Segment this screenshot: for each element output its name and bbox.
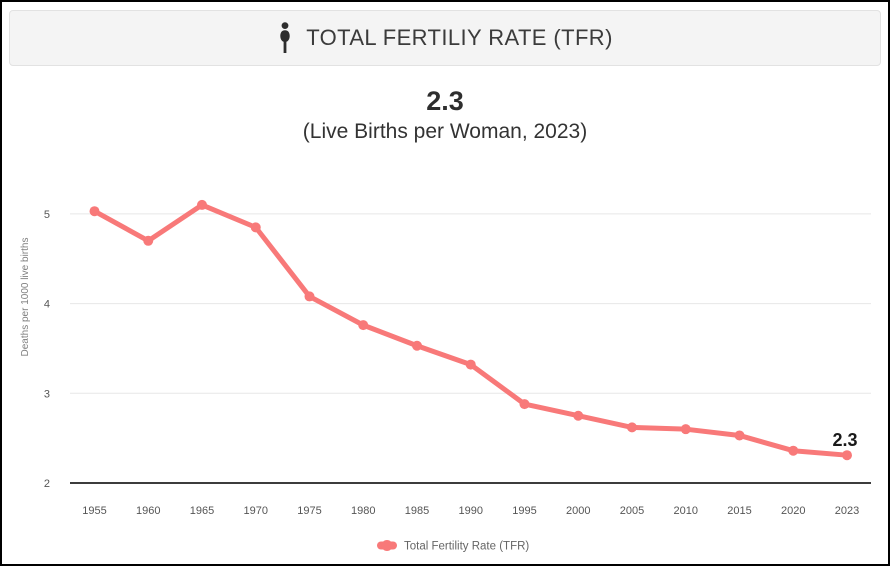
svg-text:1960: 1960 [136,505,160,517]
svg-text:2: 2 [44,478,50,490]
legend-item[interactable]: Total Fertility Rate (TFR) [377,540,529,553]
svg-text:2020: 2020 [781,505,805,517]
svg-text:2005: 2005 [620,505,644,517]
gridlines [70,213,871,394]
svg-text:2010: 2010 [674,505,698,517]
svg-text:1955: 1955 [82,505,106,517]
svg-text:3: 3 [44,388,50,400]
svg-text:4: 4 [44,299,50,311]
svg-text:2023: 2023 [835,505,859,517]
page-title: TOTAL FERTILIY RATE (TFR) [306,25,613,50]
y-axis-title: Deaths per 1000 live births [20,238,31,357]
data-points[interactable] [89,199,853,461]
summary-caption: (Live Births per Woman, 2023) [302,120,588,143]
y-axis-ticks: 2 3 4 5 [44,209,50,490]
svg-text:1975: 1975 [297,505,321,517]
legend-label: Total Fertility Rate (TFR) [404,541,529,553]
annotation-last-value: 2.3 [832,430,857,450]
svg-text:1990: 1990 [459,505,483,517]
panel-header: TOTAL FERTILIY RATE (TFR) [9,10,881,66]
x-axis-ticks: 1955 1960 1965 1970 1975 1980 1985 1990 1995 2000… [82,505,859,517]
svg-text:2000: 2000 [566,505,590,517]
svg-text:1970: 1970 [244,505,268,517]
person-icon [277,22,293,54]
series-line [92,202,850,458]
svg-text:5: 5 [44,209,50,221]
svg-text:1985: 1985 [405,505,429,517]
legend-marker-point [381,540,393,551]
svg-text:1995: 1995 [512,505,536,517]
svg-text:1965: 1965 [190,505,214,517]
svg-text:1980: 1980 [351,505,375,517]
summary-value: 2.3 [426,86,464,116]
svg-text:2015: 2015 [727,505,751,517]
